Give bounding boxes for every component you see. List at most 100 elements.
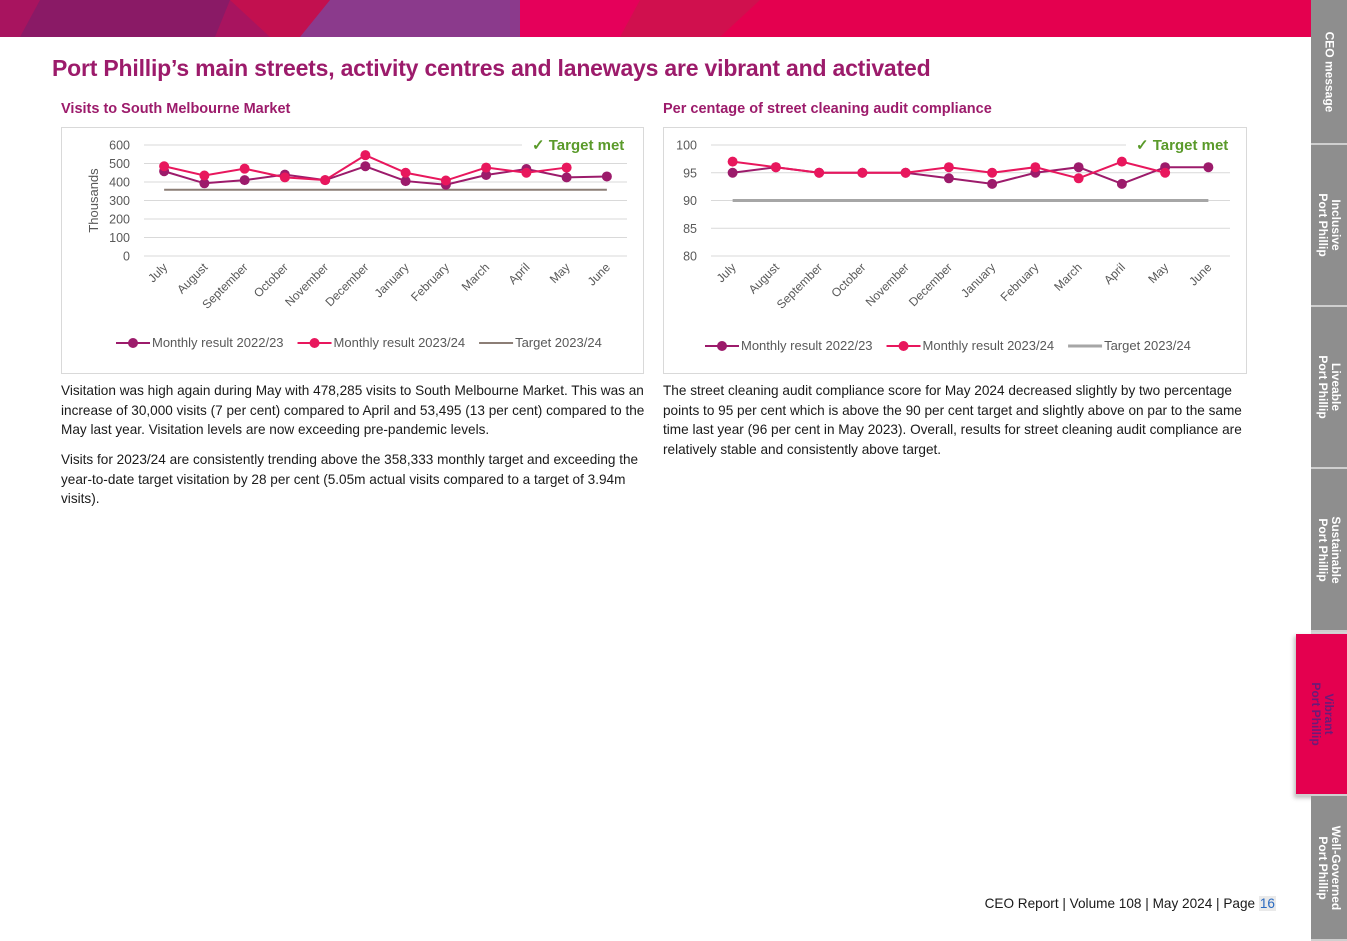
y-tick-label: 200 bbox=[109, 213, 130, 227]
tab-liveable[interactable]: Liveable Port Phillip bbox=[1311, 307, 1347, 469]
y-tick-label: 100 bbox=[676, 139, 697, 153]
data-point bbox=[521, 167, 532, 178]
tab-liveable-label: Liveable Port Phillip bbox=[1316, 355, 1343, 419]
data-point bbox=[601, 171, 612, 182]
y-tick-label: 80 bbox=[683, 250, 697, 264]
legend-label: Monthly result 2022/23 bbox=[152, 335, 284, 350]
data-point bbox=[987, 178, 998, 189]
data-point bbox=[159, 161, 170, 172]
tab-well-governed[interactable]: Well-Governed Port Phillip bbox=[1311, 796, 1347, 941]
x-tick-label: June bbox=[585, 260, 614, 289]
x-tick-label: January bbox=[958, 260, 998, 300]
x-tick-label: April bbox=[506, 260, 533, 287]
x-tick-label: May bbox=[547, 260, 573, 286]
data-point bbox=[814, 167, 825, 178]
y-tick-label: 0 bbox=[123, 250, 130, 264]
y-tick-label: 95 bbox=[683, 166, 697, 180]
data-point bbox=[561, 162, 572, 173]
data-point bbox=[360, 161, 371, 172]
legend-swatch-marker bbox=[128, 338, 138, 348]
data-point bbox=[199, 170, 210, 181]
header-banner bbox=[0, 0, 1311, 37]
market-visits-paragraph-1: Visitation was high again during May wit… bbox=[61, 383, 645, 438]
data-point bbox=[561, 172, 572, 183]
cleaning-compliance-title: Per centage of street cleaning audit com… bbox=[663, 101, 992, 117]
x-tick-label: March bbox=[1051, 260, 1084, 293]
data-point bbox=[857, 167, 868, 178]
data-point bbox=[1203, 162, 1214, 173]
market-visits-title: Visits to South Melbourne Market bbox=[61, 101, 291, 117]
tab-inclusive[interactable]: Inclusive Port Phillip bbox=[1311, 145, 1347, 307]
x-tick-label: March bbox=[459, 260, 492, 293]
data-point bbox=[279, 172, 290, 183]
footer-text: CEO Report | Volume 108 | May 2024 | Pag… bbox=[984, 896, 1259, 911]
x-tick-label: June bbox=[1186, 260, 1215, 289]
data-point bbox=[400, 167, 411, 178]
cleaning-compliance-paragraph: The street cleaning audit compliance sco… bbox=[663, 383, 1242, 457]
tab-well-governed-label: Well-Governed Port Phillip bbox=[1316, 825, 1343, 910]
tab-ceo-message[interactable]: CEO message bbox=[1311, 0, 1347, 145]
x-tick-label: December bbox=[322, 260, 371, 309]
legend-label: Target 2023/24 bbox=[515, 335, 602, 350]
legend-label: Target 2023/24 bbox=[1104, 338, 1191, 353]
data-point bbox=[727, 156, 738, 167]
x-tick-label: July bbox=[714, 260, 739, 285]
data-point bbox=[239, 163, 250, 174]
tab-vibrant[interactable]: Vibrant Port Phillip bbox=[1296, 634, 1347, 796]
x-tick-label: January bbox=[372, 260, 412, 300]
data-point bbox=[400, 176, 411, 187]
data-point bbox=[1160, 167, 1171, 178]
market-visits-chart: 0 100 200 300 400 500 600 Thousands July August Se… bbox=[61, 127, 644, 374]
legend-swatch-marker bbox=[898, 341, 909, 351]
tab-inclusive-label: Inclusive Port Phillip bbox=[1316, 193, 1343, 257]
data-point bbox=[1073, 173, 1084, 184]
y-tick-label: 400 bbox=[109, 176, 130, 190]
legend-swatch-marker bbox=[717, 341, 727, 351]
data-point bbox=[987, 167, 998, 178]
x-tick-label: December bbox=[906, 260, 955, 309]
data-point bbox=[1116, 178, 1127, 189]
x-tick-label: October bbox=[828, 260, 868, 300]
data-point bbox=[239, 175, 250, 186]
x-tick-label: August bbox=[174, 260, 211, 297]
x-tick-label: February bbox=[408, 260, 452, 304]
section-tabs: CEO message Inclusive Port Phillip Livea… bbox=[1296, 0, 1347, 941]
y-tick-label: 90 bbox=[683, 194, 697, 208]
data-point bbox=[320, 175, 331, 186]
tab-vibrant-label: Vibrant Port Phillip bbox=[1308, 682, 1336, 746]
target-met-badge: ✓ Target met bbox=[1136, 137, 1228, 154]
legend-label: Monthly result 2023/24 bbox=[923, 338, 1055, 353]
series-line-2022-23 bbox=[163, 165, 607, 186]
target-met-badge-bg bbox=[522, 129, 640, 159]
data-point bbox=[727, 167, 738, 178]
x-tick-label: November bbox=[863, 260, 912, 309]
data-point bbox=[1073, 162, 1084, 173]
legend-swatch-marker bbox=[309, 338, 320, 348]
tab-sustainable[interactable]: Sustainable Port Phillip bbox=[1311, 469, 1347, 632]
y-axis-title: Thousands bbox=[86, 168, 101, 233]
tab-sustainable-label: Sustainable Port Phillip bbox=[1316, 515, 1343, 584]
x-tick-label: July bbox=[145, 260, 170, 285]
x-tick-label: April bbox=[1101, 260, 1128, 287]
x-tick-label: February bbox=[998, 260, 1042, 304]
y-tick-label: 300 bbox=[109, 194, 130, 208]
x-tick-label: October bbox=[251, 260, 291, 300]
y-tick-label: 85 bbox=[683, 222, 697, 236]
data-point bbox=[440, 175, 451, 186]
x-tick-label: May bbox=[1145, 260, 1171, 286]
x-tick-label: August bbox=[746, 260, 783, 297]
data-point bbox=[770, 162, 781, 173]
page-title: Port Phillip’s main streets, activity ce… bbox=[52, 55, 931, 81]
y-tick-label: 500 bbox=[109, 157, 130, 171]
data-point bbox=[1030, 162, 1041, 173]
data-point bbox=[481, 162, 492, 173]
x-tick-label: September bbox=[774, 260, 825, 311]
data-point bbox=[481, 169, 492, 180]
market-visits-paragraph-2: Visits for 2023/24 are consistently tren… bbox=[61, 452, 639, 507]
target-met-badge-bg bbox=[1126, 129, 1244, 159]
cleaning-compliance-chart: 80 85 90 95 100 July August September October Nov… bbox=[663, 127, 1247, 374]
y-tick-label: 600 bbox=[109, 139, 130, 153]
page-footer: CEO Report | Volume 108 | May 2024 | Pag… bbox=[985, 896, 1276, 911]
